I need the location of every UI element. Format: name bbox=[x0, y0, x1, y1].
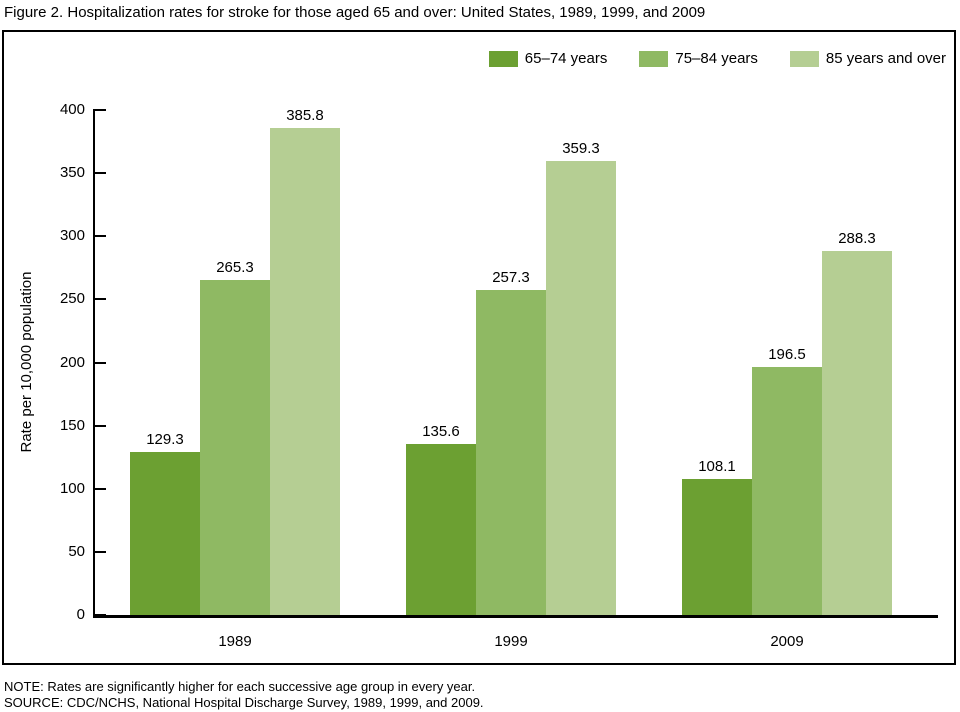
y-tick-label: 300 bbox=[59, 227, 85, 244]
y-tick bbox=[93, 425, 106, 427]
legend-swatch-65-74 bbox=[488, 50, 518, 67]
bar-value-label: 265.3 bbox=[216, 259, 254, 276]
plot-area: Rate per 10,000 population 129.3 265.3 385… bbox=[4, 32, 954, 663]
footnotes: NOTE: Rates are significantly higher for… bbox=[4, 679, 484, 710]
y-tick bbox=[93, 488, 106, 490]
y-tick-label: 150 bbox=[59, 417, 85, 434]
bar-1989-s2 bbox=[270, 128, 340, 615]
y-tick bbox=[93, 298, 106, 300]
bar-value-label: 359.3 bbox=[562, 140, 600, 157]
bar-1999-s0 bbox=[406, 444, 476, 615]
legend-item-75-84: 75–84 years bbox=[639, 50, 758, 67]
y-tick bbox=[93, 362, 106, 364]
bar-value-label: 288.3 bbox=[838, 230, 876, 247]
bar-1989-s1 bbox=[200, 280, 270, 615]
legend-swatch-75-84 bbox=[639, 50, 669, 67]
bar-value-label: 257.3 bbox=[492, 269, 530, 286]
bar-value-label: 385.8 bbox=[286, 107, 324, 124]
y-tick bbox=[93, 172, 106, 174]
bar-2009-s2 bbox=[822, 251, 892, 615]
y-tick-label: 350 bbox=[59, 164, 85, 181]
figure-title: Figure 2. Hospitalization rates for stro… bbox=[4, 4, 706, 21]
y-tick-label: 200 bbox=[59, 354, 85, 371]
chart-panel: 65–74 years 75–84 years 85 years and ove… bbox=[2, 30, 956, 665]
y-axis-line bbox=[93, 110, 95, 618]
legend-label-85-over: 85 years and over bbox=[825, 50, 946, 67]
legend: 65–74 years 75–84 years 85 years and ove… bbox=[488, 50, 946, 67]
bar-1999-s2 bbox=[546, 161, 616, 615]
y-tick-label: 0 bbox=[76, 606, 85, 623]
note-line: NOTE: Rates are significantly higher for… bbox=[4, 679, 476, 694]
legend-item-85-over: 85 years and over bbox=[789, 50, 946, 67]
x-tick-label: 1989 bbox=[218, 633, 252, 650]
y-tick-label: 100 bbox=[59, 480, 85, 497]
x-axis-line bbox=[93, 615, 938, 618]
y-tick bbox=[93, 109, 106, 111]
legend-label-65-74: 65–74 years bbox=[524, 50, 608, 67]
bar-value-label: 108.1 bbox=[698, 458, 736, 475]
y-tick-label: 250 bbox=[59, 290, 85, 307]
bar-value-label: 129.3 bbox=[146, 431, 184, 448]
bar-1989-s0 bbox=[130, 452, 200, 615]
y-tick bbox=[93, 551, 106, 553]
bar-value-label: 196.5 bbox=[768, 346, 806, 363]
y-tick-label: 50 bbox=[68, 543, 85, 560]
bar-1999-s1 bbox=[476, 290, 546, 615]
legend-item-65-74: 65–74 years bbox=[488, 50, 608, 67]
y-tick-label: 400 bbox=[59, 101, 85, 118]
source-line: SOURCE: CDC/NCHS, National Hospital Disc… bbox=[4, 694, 484, 710]
legend-swatch-85-over bbox=[789, 50, 819, 67]
x-tick-label: 1999 bbox=[494, 633, 528, 650]
x-tick-label: 2009 bbox=[770, 633, 804, 650]
bar-2009-s1 bbox=[752, 367, 822, 615]
legend-label-75-84: 75–84 years bbox=[675, 50, 758, 67]
bar-2009-s0 bbox=[682, 479, 752, 615]
bar-value-label: 135.6 bbox=[422, 423, 460, 440]
y-tick bbox=[93, 235, 106, 237]
